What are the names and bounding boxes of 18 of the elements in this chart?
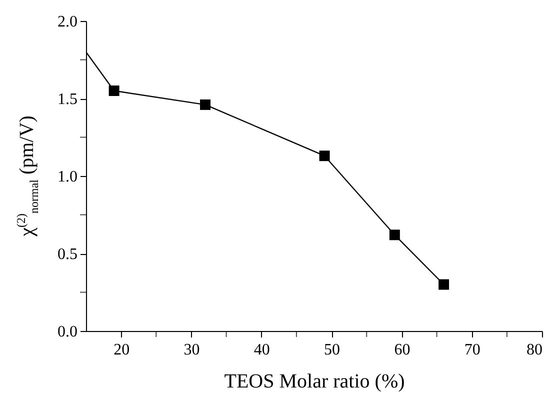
x-tick-label: 20	[114, 342, 130, 358]
x-tick-label: 40	[254, 342, 270, 358]
y-tick-label: 2.0	[58, 14, 78, 30]
y-tick-label: 0.5	[58, 246, 78, 263]
x-tick-label: 60	[394, 342, 410, 358]
x-tick-label: 50	[324, 342, 340, 358]
point	[200, 99, 211, 110]
x-axis-title: TEOS Molar ratio (%)	[224, 370, 405, 392]
x-tick-label: 70	[464, 342, 480, 358]
x-tick-label: 30	[184, 342, 200, 358]
point	[438, 279, 450, 290]
point	[108, 86, 120, 96]
point	[389, 230, 400, 240]
y-tick-label: 0.0	[58, 324, 78, 340]
point	[319, 150, 330, 162]
y-tick-label: 1.0	[58, 168, 78, 186]
x-tick-label: 80	[526, 342, 542, 358]
y-tick-label: 1.5	[58, 91, 78, 108]
